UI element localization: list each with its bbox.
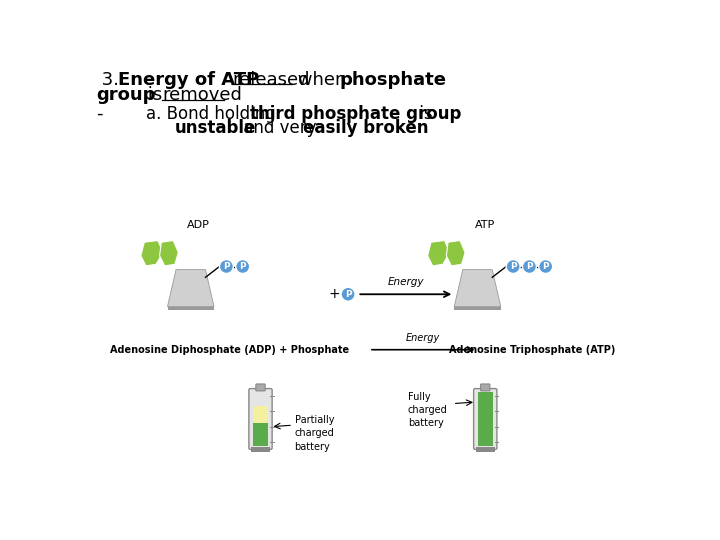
Circle shape — [235, 260, 250, 273]
Polygon shape — [446, 240, 465, 266]
Polygon shape — [428, 240, 450, 266]
Circle shape — [220, 260, 233, 273]
Text: P: P — [542, 262, 549, 271]
Text: a. Bond holding: a. Bond holding — [145, 105, 281, 123]
Text: ATP: ATP — [475, 220, 495, 231]
Circle shape — [523, 260, 536, 273]
FancyBboxPatch shape — [256, 384, 265, 391]
Bar — [477, 393, 493, 446]
FancyBboxPatch shape — [474, 389, 497, 449]
Text: unstable: unstable — [175, 119, 256, 137]
Text: P: P — [510, 262, 516, 271]
Bar — [253, 423, 269, 446]
Bar — [476, 447, 495, 452]
Circle shape — [539, 260, 553, 273]
Bar — [251, 447, 270, 452]
FancyBboxPatch shape — [481, 384, 490, 391]
Polygon shape — [168, 307, 214, 310]
Circle shape — [341, 287, 355, 301]
Text: 3.: 3. — [96, 71, 125, 89]
Polygon shape — [454, 269, 500, 307]
Text: Energy: Energy — [388, 276, 425, 287]
Text: P: P — [526, 262, 533, 271]
Polygon shape — [141, 240, 163, 266]
Text: when: when — [292, 71, 353, 89]
Text: Energy: Energy — [406, 333, 441, 343]
Text: and very: and very — [238, 119, 322, 137]
Text: third phosphate group: third phosphate group — [251, 105, 462, 123]
Text: Partially
charged
battery: Partially charged battery — [294, 415, 334, 451]
Text: -: - — [96, 105, 103, 123]
FancyBboxPatch shape — [249, 389, 272, 449]
Text: removed: removed — [163, 86, 243, 104]
Polygon shape — [160, 240, 179, 266]
Text: released: released — [233, 71, 310, 89]
Text: Adenosine Triphosphate (ATP): Adenosine Triphosphate (ATP) — [449, 345, 615, 355]
Text: is: is — [414, 105, 433, 123]
Text: P: P — [223, 262, 230, 271]
Text: is: is — [143, 86, 168, 104]
Polygon shape — [454, 307, 500, 310]
Text: ADP: ADP — [187, 220, 210, 231]
Text: Fully
charged
battery: Fully charged battery — [408, 392, 448, 428]
Text: P: P — [239, 262, 246, 271]
Text: group: group — [96, 86, 156, 104]
Polygon shape — [168, 269, 214, 307]
Text: Energy of ATP: Energy of ATP — [119, 71, 260, 89]
Circle shape — [506, 260, 520, 273]
Text: P: P — [345, 290, 351, 299]
Text: Adenosine Diphosphate (ADP) + Phosphate: Adenosine Diphosphate (ADP) + Phosphate — [110, 345, 349, 355]
Text: +: + — [328, 287, 340, 301]
Text: easily broken: easily broken — [303, 119, 428, 137]
Text: phosphate: phosphate — [339, 71, 446, 89]
Bar — [253, 406, 269, 423]
